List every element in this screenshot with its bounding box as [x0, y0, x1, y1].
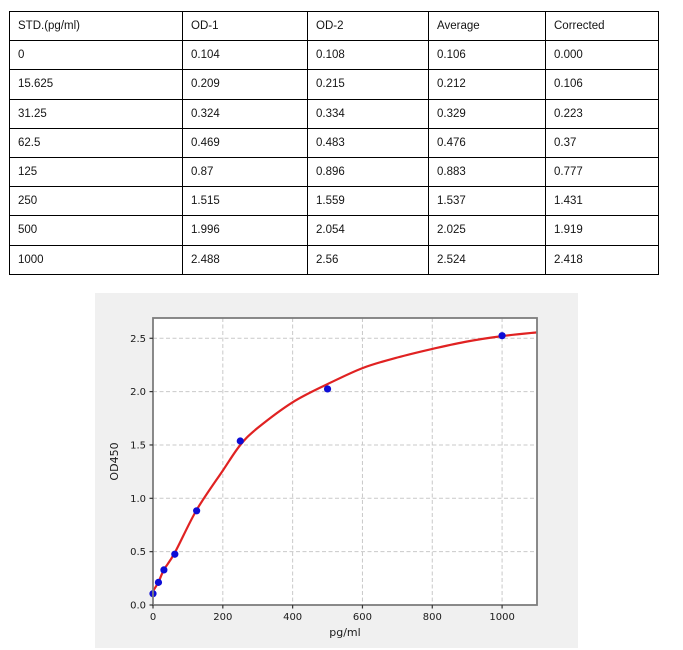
table-cell: 0.223 — [545, 98, 659, 129]
column-header: OD-1 — [182, 10, 308, 42]
table-cell: 0.329 — [428, 98, 546, 129]
table-cell: 1.996 — [182, 215, 308, 246]
y-tick-label: 2.0 — [130, 387, 146, 398]
table-row: 125 0.87 0.896 0.883 0.777 — [9, 156, 659, 188]
table-cell: 0.334 — [307, 98, 429, 129]
x-axis-label: pg/ml — [329, 626, 360, 639]
table-cell: 62.5 — [9, 127, 183, 158]
column-header: STD.(pg/ml) — [9, 10, 183, 42]
x-tick-label: 1000 — [489, 612, 514, 623]
x-tick-label: 400 — [283, 612, 302, 623]
table-cell: 1000 — [9, 244, 183, 275]
table-cell: 2.56 — [307, 244, 429, 275]
table-cell: 0.106 — [428, 40, 546, 71]
table-cell: 1.515 — [182, 186, 308, 217]
table-cell: 2.524 — [428, 244, 546, 275]
column-header: Corrected — [545, 10, 659, 42]
plot-border — [152, 317, 538, 606]
x-tick-label: 800 — [423, 612, 442, 623]
column-header: OD-2 — [307, 10, 429, 42]
table-cell: 15.625 — [9, 69, 183, 100]
table-row: 15.625 0.209 0.215 0.212 0.106 — [9, 69, 659, 100]
standard-curve-figure: 0 200 400 600 800 1000 0.0 0.5 1.0 1.5 2.0 2.5 pg/ml… — [95, 293, 578, 648]
table-cell: 0.476 — [428, 127, 546, 158]
y-tick-label: 0.0 — [130, 601, 146, 612]
data-point — [154, 578, 163, 586]
table-row: 500 1.996 2.054 2.025 1.919 — [9, 215, 659, 246]
table-row: 31.25 0.324 0.334 0.329 0.223 — [9, 98, 659, 129]
standards-table: STD.(pg/ml) OD-1 OD-2 Average Corrected 0 0.1… — [9, 10, 659, 275]
table-cell: 0.000 — [545, 40, 659, 71]
y-tick-label: 2.5 — [130, 334, 146, 345]
table-row: 250 1.515 1.559 1.537 1.431 — [9, 186, 659, 217]
table-cell: 0.37 — [545, 127, 659, 158]
table-cell: 31.25 — [9, 98, 183, 129]
table-cell: 0.324 — [182, 98, 308, 129]
data-point — [323, 385, 332, 393]
column-header: Average — [428, 10, 546, 42]
table-cell: 2.025 — [428, 215, 546, 246]
x-tick-label: 0 — [150, 612, 156, 623]
y-tick-label: 0.5 — [130, 547, 146, 558]
table-cell: 0.212 — [428, 69, 546, 100]
table-cell: 1.431 — [545, 186, 659, 217]
table-cell: 0.896 — [307, 156, 429, 188]
table-row: 1000 2.488 2.56 2.524 2.418 — [9, 244, 659, 275]
data-point — [498, 332, 506, 340]
data-point — [160, 566, 168, 574]
fit-curve — [153, 331, 537, 592]
y-axis-label: OD450 — [108, 442, 121, 480]
table-cell: 1.559 — [307, 186, 429, 217]
x-tick-label: 200 — [213, 612, 232, 623]
table-row: 0 0.104 0.108 0.106 0.000 — [9, 40, 659, 71]
data-point — [171, 550, 179, 558]
table-cell: 125 — [9, 156, 183, 188]
table-cell: 0.209 — [182, 69, 308, 100]
table-row: 62.5 0.469 0.483 0.476 0.37 — [9, 127, 659, 158]
table-cell: 0.883 — [428, 156, 546, 188]
table-cell: 2.054 — [307, 215, 429, 246]
x-tick-label: 600 — [353, 612, 372, 623]
data-point — [236, 437, 244, 445]
table-cell: 2.418 — [545, 244, 659, 275]
table-cell: 0.108 — [307, 40, 429, 71]
table-cell: 0.483 — [307, 127, 429, 158]
table-cell: 0 — [9, 40, 183, 71]
table-cell: 0.106 — [545, 69, 659, 100]
table-cell: 1.537 — [428, 186, 546, 217]
table-cell: 0.469 — [182, 127, 308, 158]
plot-area — [153, 318, 537, 605]
table-cell: 0.104 — [182, 40, 308, 71]
standard-curve-chart: 0 200 400 600 800 1000 0.0 0.5 1.0 1.5 2.0 2.5 pg/ml… — [108, 317, 538, 639]
table-cell: 2.488 — [182, 244, 308, 275]
y-tick-label: 1.0 — [130, 494, 146, 505]
table-header-row: STD.(pg/ml) OD-1 OD-2 Average Corrected — [9, 10, 659, 42]
table-cell: 0.777 — [545, 156, 659, 188]
data-point — [193, 507, 201, 515]
table-cell: 0.215 — [307, 69, 429, 100]
table-cell: 0.87 — [182, 156, 308, 188]
y-tick-label: 1.5 — [130, 440, 146, 451]
table-cell: 500 — [9, 215, 183, 246]
table-cell: 250 — [9, 186, 183, 217]
table-cell: 1.919 — [545, 215, 659, 246]
